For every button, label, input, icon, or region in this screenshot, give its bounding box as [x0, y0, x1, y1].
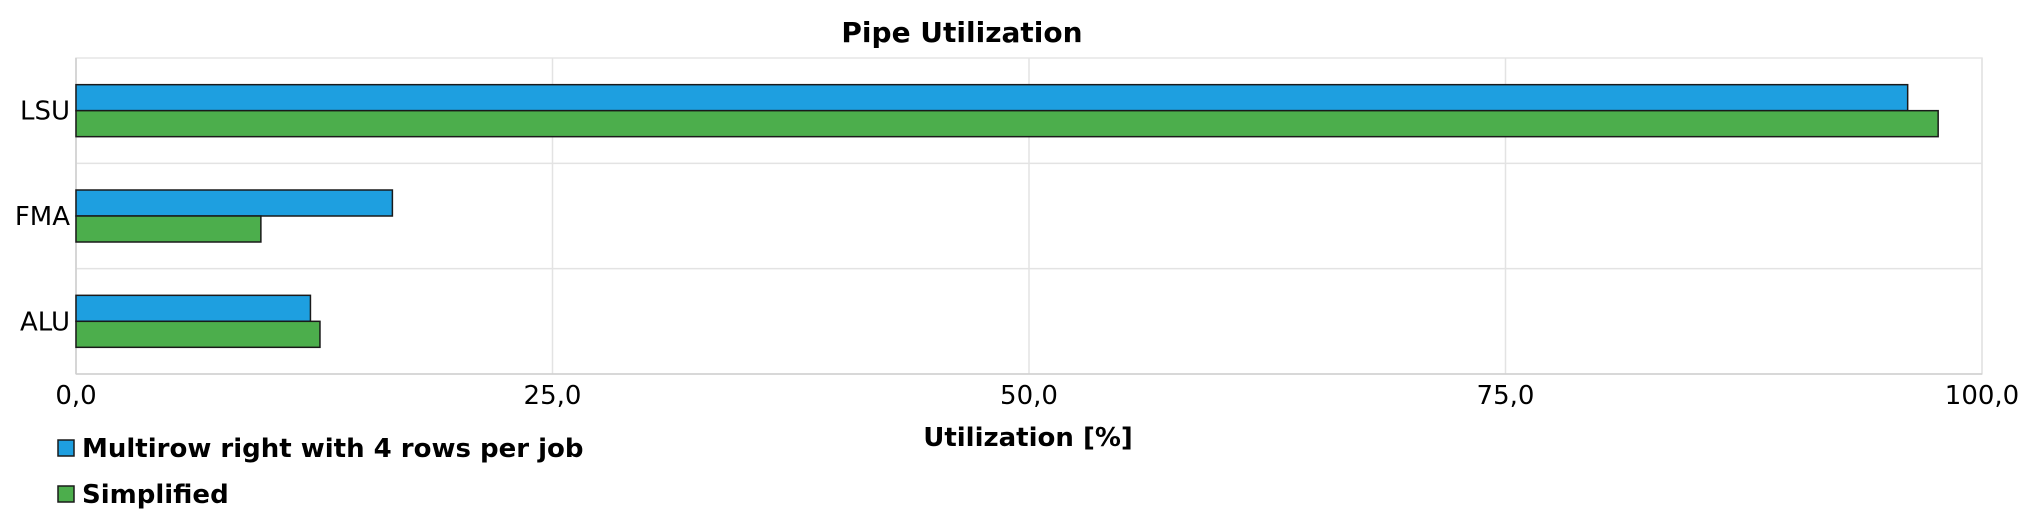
x-axis-label: Utilization [%] — [923, 423, 1133, 453]
x-tick-label: 25,0 — [524, 381, 582, 411]
x-tick-label: 50,0 — [1000, 381, 1058, 411]
x-tick-label: 100,0 — [1945, 381, 2019, 411]
legend: Multirow right with 4 rows per job Simpli… — [57, 434, 584, 510]
y-tick-label: ALU — [20, 307, 70, 337]
bars — [75, 83, 1939, 349]
x-tick-label: 0,0 — [55, 381, 96, 411]
bar-fma-series-1 — [75, 189, 394, 217]
bar-alu-series-1 — [75, 294, 312, 323]
legend-label: Multirow right with 4 rows per job — [82, 434, 584, 464]
x-axis-tick-labels: 0,0 25,0 50,0 75,0 100,0 — [55, 381, 2019, 411]
y-axis-tick-labels: LSU FMA ALU — [15, 97, 70, 338]
bar-lsu-series-2 — [75, 109, 1939, 138]
bar-alu-series-2 — [75, 320, 321, 349]
chart-title: Pipe Utilization — [841, 16, 1082, 49]
y-tick-label: FMA — [15, 202, 70, 232]
x-tick-label: 75,0 — [1477, 381, 1535, 411]
bar-fma-series-2 — [75, 215, 262, 243]
legend-swatch — [57, 485, 75, 503]
legend-swatch — [57, 439, 75, 457]
bar-lsu-series-1 — [75, 83, 1909, 112]
y-tick-label: LSU — [20, 97, 70, 127]
legend-label: Simplified — [82, 480, 229, 510]
